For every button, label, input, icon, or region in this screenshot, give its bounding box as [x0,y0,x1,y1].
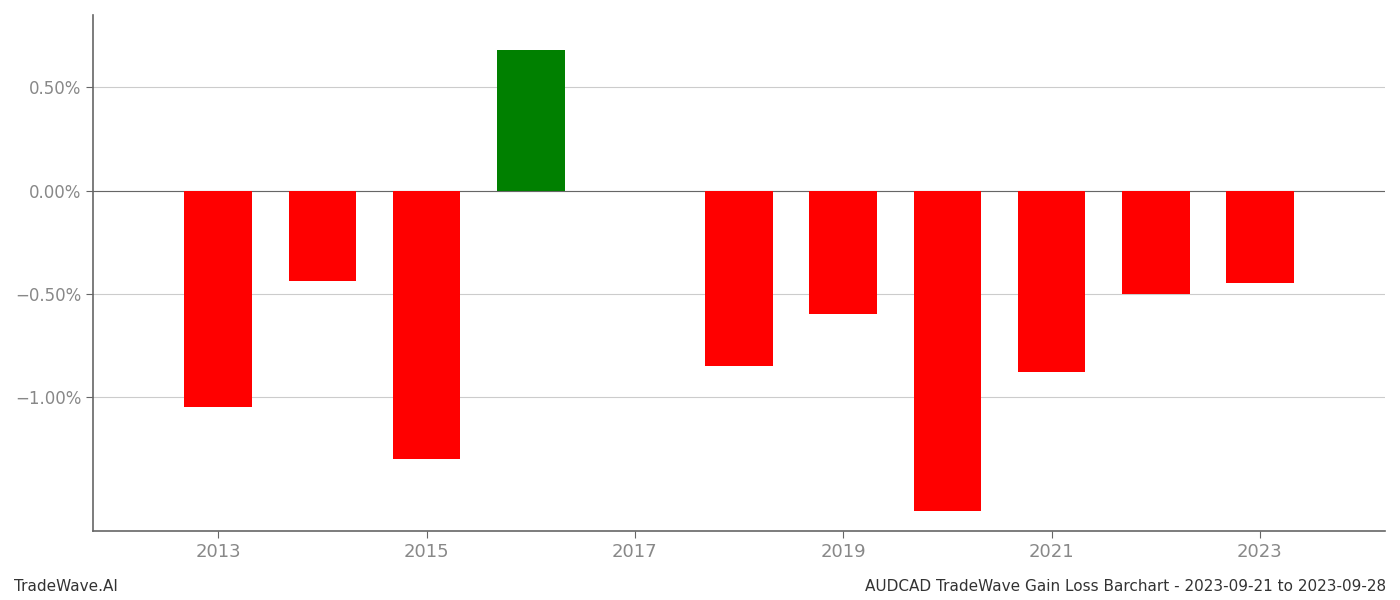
Bar [1018,191,1085,372]
Bar [706,191,773,366]
Bar [1226,191,1294,283]
Bar [1121,191,1190,294]
Bar [914,191,981,511]
Bar [288,191,356,281]
Bar [392,191,461,459]
Bar [497,50,564,191]
Text: TradeWave.AI: TradeWave.AI [14,579,118,594]
Text: AUDCAD TradeWave Gain Loss Barchart - 2023-09-21 to 2023-09-28: AUDCAD TradeWave Gain Loss Barchart - 20… [865,579,1386,594]
Bar [809,191,878,314]
Bar [185,191,252,407]
